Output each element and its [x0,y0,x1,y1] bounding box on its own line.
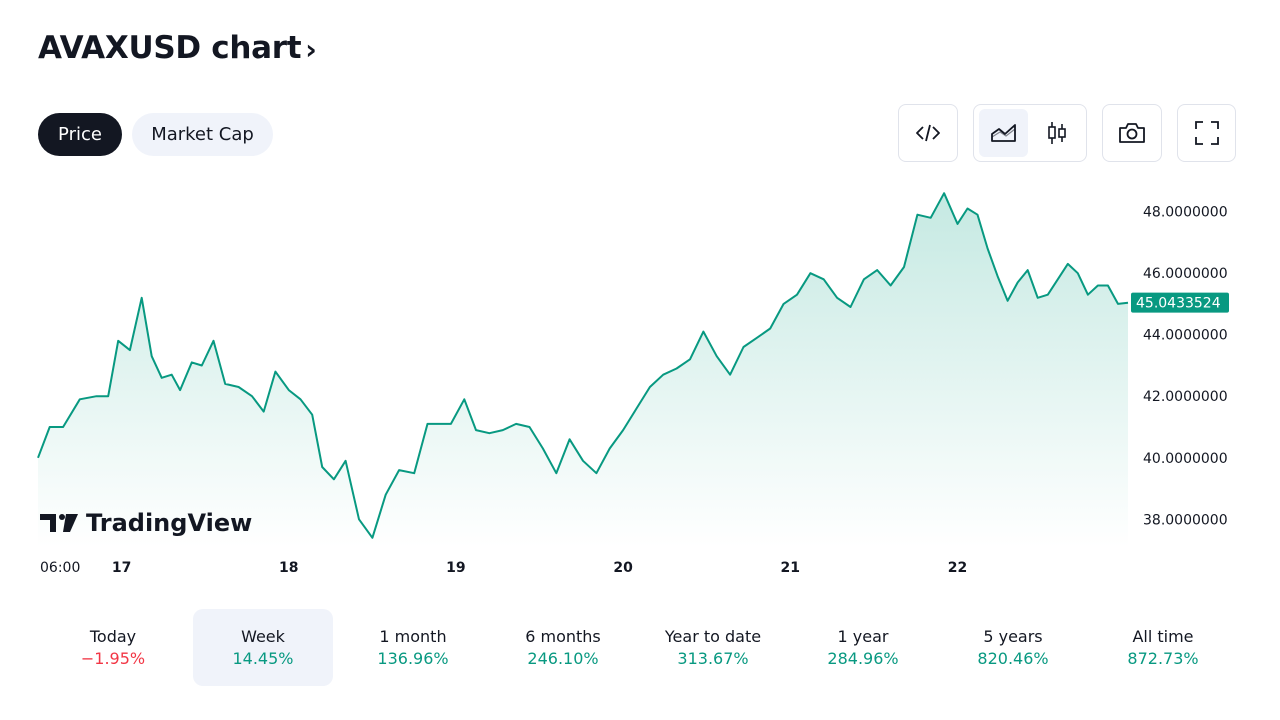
period-label: Year to date [664,626,762,646]
camera-icon [1119,123,1145,143]
tradingview-wordmark: TradingView [86,509,252,537]
tab-price[interactable]: Price [38,113,122,156]
fullscreen-icon [1194,121,1219,145]
period-performance-bar: Today −1.95% Week 14.45% 1 month 136.96% 6 mon… [38,609,1238,686]
x-axis-tick-label: 19 [446,560,465,576]
fullscreen-button[interactable] [1177,104,1236,162]
x-axis-tick-label: 20 [613,560,633,576]
chart-style-toggle [973,104,1087,162]
y-axis-tick-label: 48.0000000 [1143,205,1228,221]
period-label: All time [1132,626,1194,646]
x-axis-tick-label: 17 [112,560,131,576]
period-button[interactable]: Today −1.95% [38,609,188,686]
period-label: 1 month [379,626,447,646]
last-price-label: 45.0433524 [1136,296,1221,312]
period-label: 6 months [525,626,601,646]
period-button[interactable]: All time 872.73% [1088,609,1238,686]
period-button[interactable]: 1 month 136.96% [338,609,488,686]
price-line [37,192,1129,539]
period-button[interactable]: Week 14.45% [193,609,333,686]
tab-market-cap[interactable]: Market Cap [132,113,273,156]
y-axis-tick-label: 46.0000000 [1143,266,1228,282]
period-label: 5 years [983,626,1043,646]
x-axis-tick-label: 06:00 [40,560,80,576]
period-button[interactable]: 5 years 820.46% [938,609,1088,686]
period-change-value: 284.96% [827,648,899,668]
page-title[interactable]: AVAXUSD chart › [38,30,317,66]
price-area-fill [38,193,1128,547]
period-change-value: 313.67% [677,648,749,668]
area-chart-icon [990,124,1016,142]
period-change-value: 820.46% [977,648,1049,668]
tradingview-logo-icon [40,514,78,532]
period-change-value: 14.45% [232,648,294,668]
period-change-value: 136.96% [377,648,449,668]
period-button[interactable]: Year to date 313.67% [638,609,788,686]
y-axis-tick-label: 40.0000000 [1143,451,1228,467]
y-axis-tick-label: 44.0000000 [1143,328,1228,344]
code-icon [916,124,940,142]
period-change-value: −1.95% [80,648,146,668]
price-chart[interactable]: 48.0000000 46.0000000 44.0000000 42.0000000… [0,170,1280,590]
x-axis-tick-label: 18 [279,560,298,576]
period-button[interactable]: 6 months 246.10% [488,609,638,686]
x-axis-tick-label: 22 [948,560,967,576]
embed-button[interactable] [898,104,958,162]
candlestick-icon [1047,122,1066,144]
period-label: Today [89,626,137,646]
period-change-value: 246.10% [527,648,599,668]
y-axis-tick-label: 38.0000000 [1143,512,1228,528]
y-axis-tick-label: 42.0000000 [1143,389,1228,405]
period-label: 1 year [837,626,889,646]
page-title-text: AVAXUSD chart [38,30,302,66]
tradingview-watermark: TradingView [40,509,252,537]
period-label: Week [241,626,285,646]
candles-style-button[interactable] [1032,109,1081,157]
chevron-right-icon: › [305,32,317,66]
area-style-button[interactable] [979,109,1028,157]
last-price-badge: 45.0433524 [1131,292,1229,313]
period-change-value: 872.73% [1127,648,1199,668]
snapshot-button[interactable] [1102,104,1162,162]
x-axis-tick-label: 21 [781,560,800,576]
period-button[interactable]: 1 year 284.96% [788,609,938,686]
